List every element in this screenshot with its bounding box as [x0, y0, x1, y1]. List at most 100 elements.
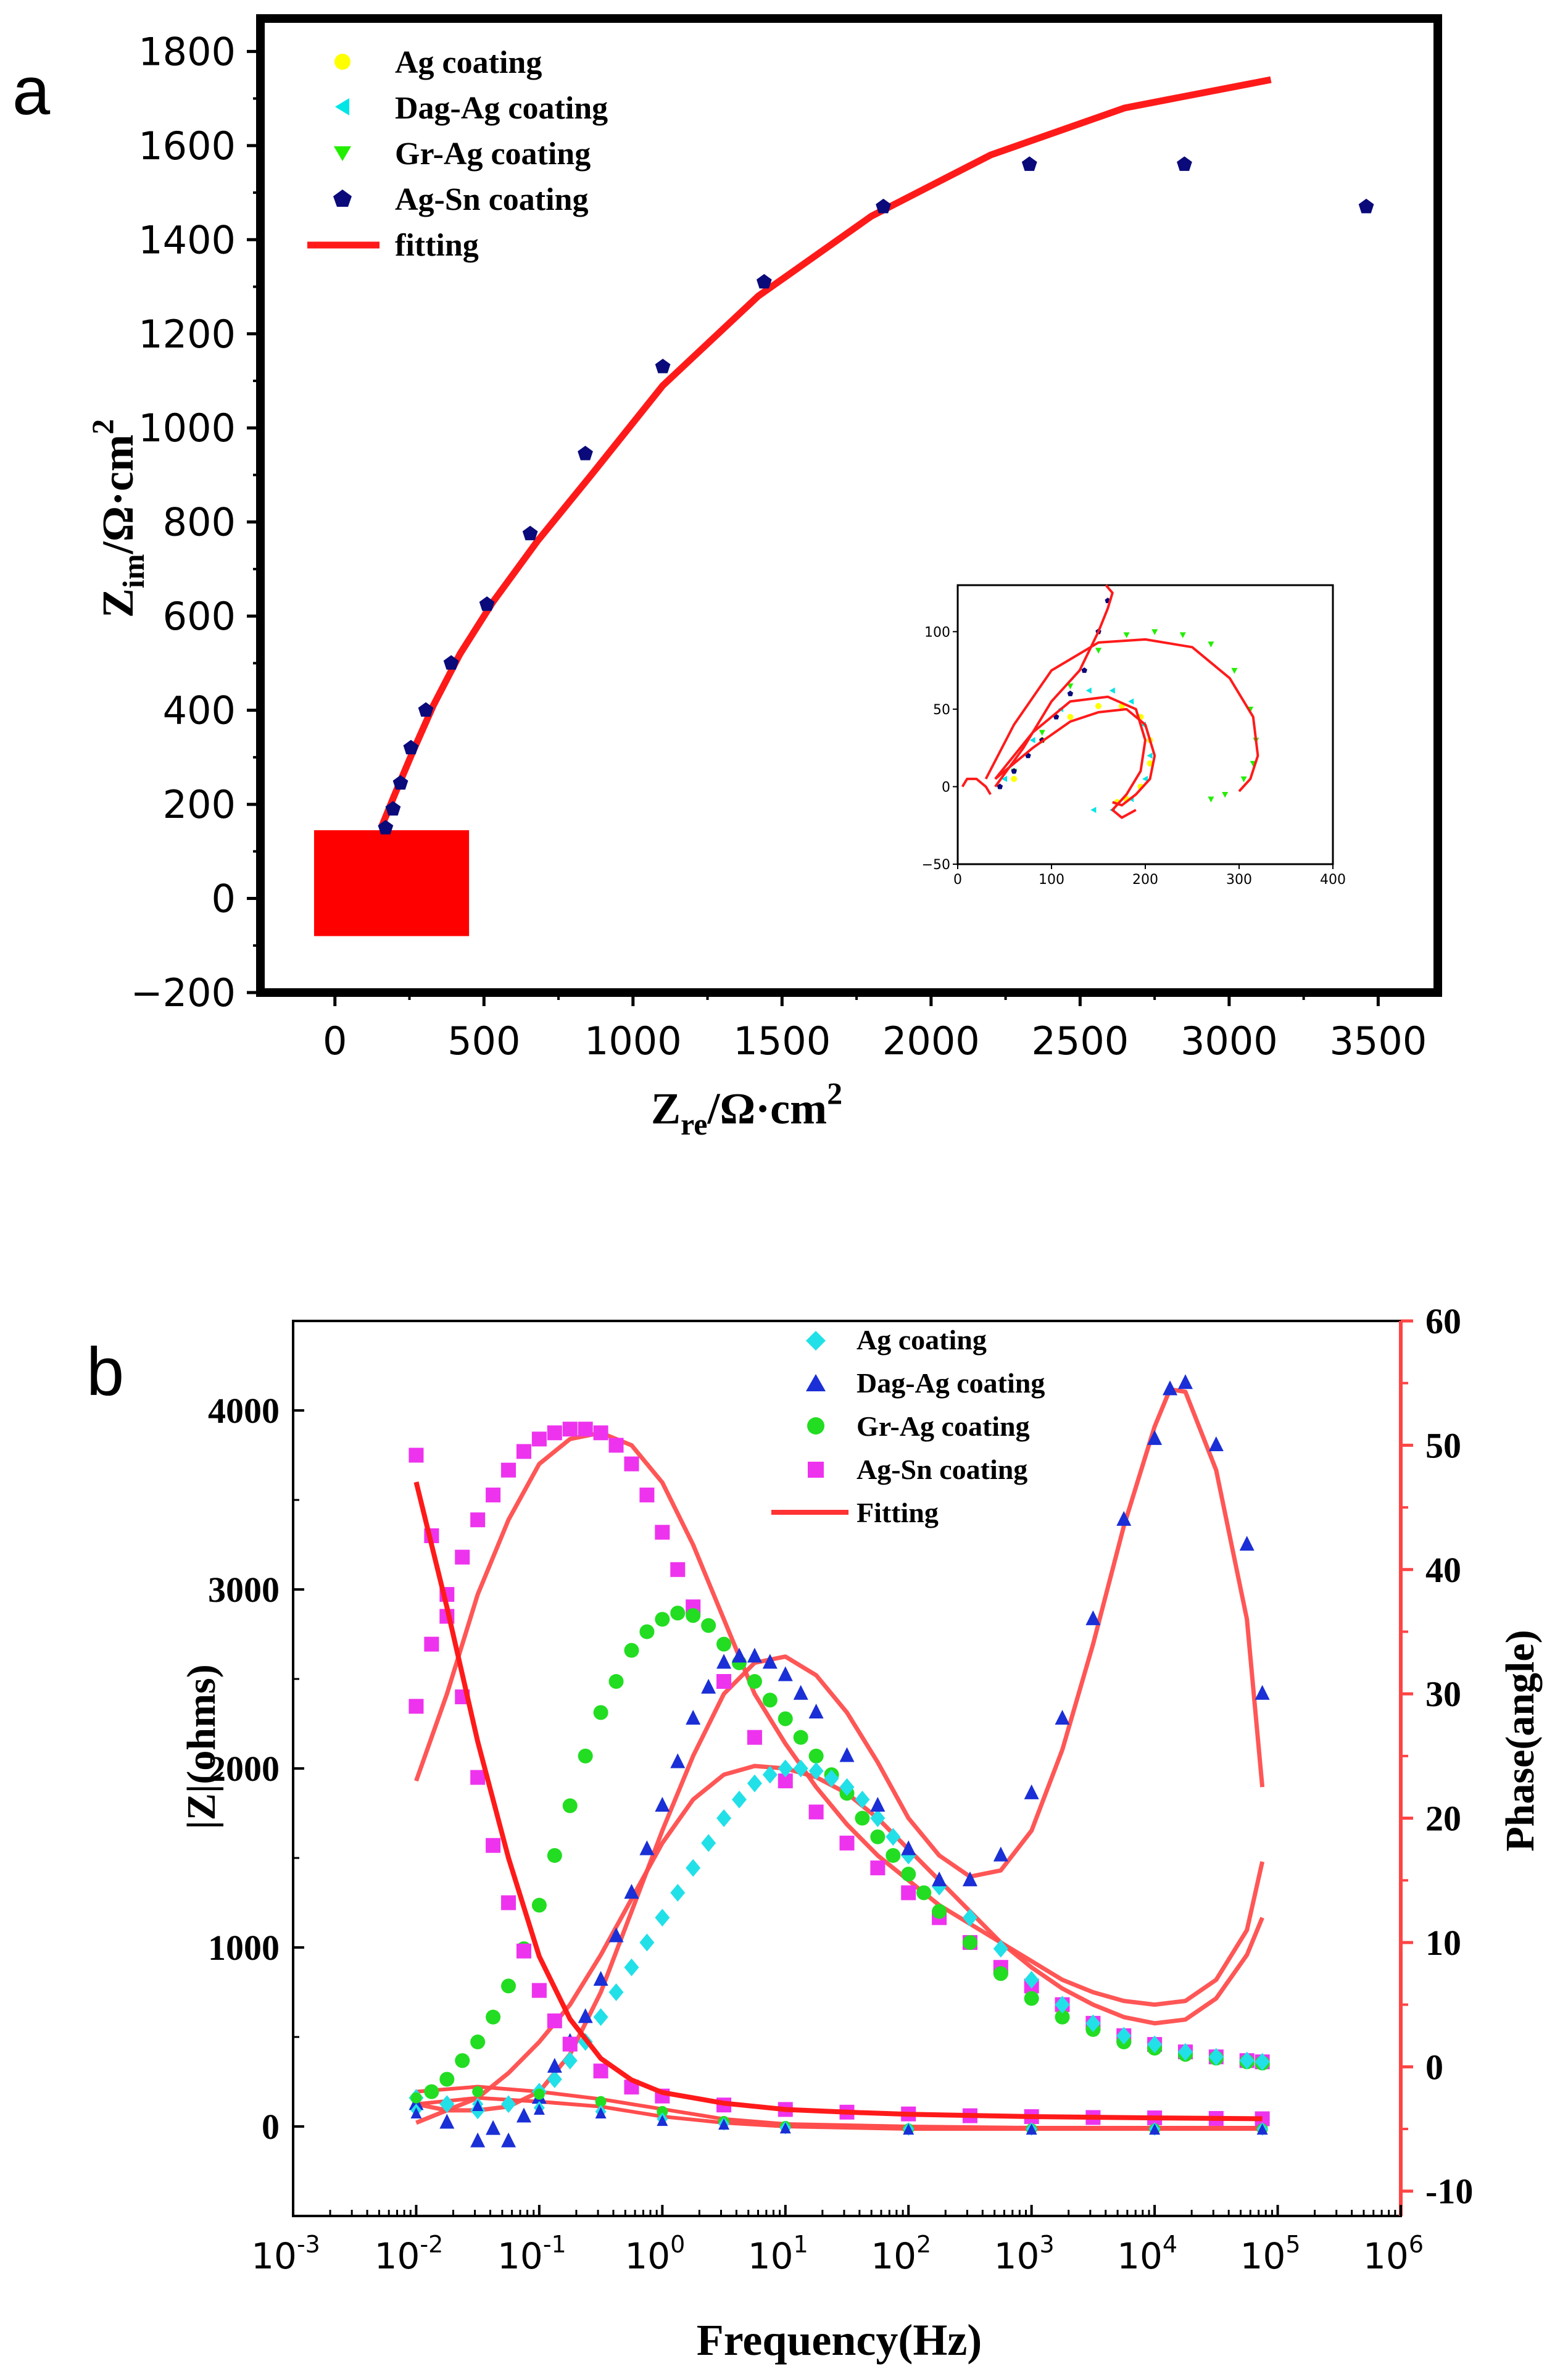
baseline-point	[533, 2104, 545, 2115]
inset-point	[1002, 775, 1007, 782]
inset-point	[1147, 752, 1153, 759]
gr-ag-coating-phase-point	[855, 1810, 870, 1826]
ag-sn-point	[1177, 156, 1192, 171]
dag-ag-coating-phase-point	[1116, 1510, 1132, 1526]
ag-sn-point	[655, 359, 671, 373]
ag-coating-phase-point	[1147, 2035, 1163, 2054]
inset-point	[1123, 632, 1130, 638]
dag-ag-coating-phase-point	[686, 1710, 701, 1725]
x-tick-label: 102	[871, 2231, 931, 2277]
baseline-point	[1256, 2123, 1268, 2135]
fitting-phase-curve	[415, 1764, 1264, 2125]
inset-point	[1240, 776, 1247, 783]
ag-coating-phase-point	[808, 1762, 824, 1780]
legend-marker-dag-ag	[335, 98, 349, 115]
legend-marker-ag-b	[806, 1331, 826, 1351]
ag-sn-coating-phase-point	[562, 1422, 578, 1437]
inset-point	[1151, 629, 1158, 635]
ag-sn-coating-phase-point	[808, 1804, 824, 1820]
gr-ag-coating-phase-point	[639, 1624, 655, 1639]
x-tick-label: 10-2	[375, 2231, 444, 2277]
inset-point	[1081, 667, 1087, 673]
baseline-point	[657, 2105, 668, 2117]
gr-ag-coating-phase-point	[486, 2009, 501, 2025]
gr-ag-coating-phase-point	[901, 1867, 916, 1882]
-z-markers-point	[531, 1983, 547, 1998]
baseline-point	[657, 2115, 668, 2126]
x-tick-label: 105	[1240, 2231, 1301, 2277]
legend-label-ag-b: Ag coating	[857, 1324, 987, 1356]
panel-b: b 10-3 10-2 10-1 100 101 102 103 104 105 106 0100…	[86, 1301, 1543, 2365]
inset-point	[1222, 792, 1229, 798]
inset-plot-area	[961, 584, 1259, 819]
ag-coating-phase-point	[839, 1778, 855, 1796]
ag-coating-phase-point	[655, 1909, 670, 1927]
baseline-point	[533, 2088, 545, 2100]
gr-ag-coating-phase-point	[993, 1966, 1008, 1981]
dag-ag-coating-phase-point	[608, 1927, 624, 1943]
dag-ag-coating-phase-point	[747, 1647, 762, 1663]
dag-ag-coating-phase-point	[1163, 1380, 1178, 1396]
ag-sn-coating-phase-point	[409, 1699, 424, 1714]
panel-b-left-y-axis-label: |Z|(ohms)	[179, 1664, 224, 1829]
ag-sn-coating-phase-point	[455, 1549, 470, 1565]
baseline-point	[1149, 2123, 1161, 2135]
legend-marker-ag-sn	[333, 190, 352, 207]
gr-ag-coating-phase-point	[747, 1674, 762, 1689]
inset-x-tick-label: 400	[1320, 872, 1346, 888]
legend-marker-dag-ag-b	[806, 1374, 826, 1391]
gr-ag-coating-phase-point	[962, 1935, 977, 1950]
dag-ag-coating-phase-point	[1085, 1610, 1101, 1625]
ag-coating-phase-point	[1177, 2043, 1193, 2061]
gr-ag-coating-phase-point	[593, 1705, 608, 1720]
x-tick-label: 2500	[1031, 1018, 1129, 1064]
baseline-point	[595, 2107, 607, 2119]
inset-point	[1109, 687, 1115, 694]
y-tick-label: 1000	[138, 406, 236, 451]
inset-y-tick-label: −50	[922, 857, 950, 873]
-z-markers-point	[593, 2064, 608, 2079]
y-tick-label: 1800	[138, 29, 236, 74]
panel-a-x-axis-label: Zre/Ω·cm2	[651, 1076, 842, 1141]
ag-sn-point	[1358, 198, 1374, 214]
ag-coating-phase-point	[1255, 2052, 1270, 2071]
ag-coating-phase-point	[501, 2095, 516, 2114]
-z-markers-point	[516, 1943, 531, 1959]
x-tick-label: 104	[1117, 2231, 1177, 2277]
right-y-tick-label: 10	[1425, 1923, 1461, 1963]
ag-sn-point	[418, 702, 434, 717]
ag-sn-coating-phase-point	[870, 1860, 886, 1876]
ag-coating-phase-point	[1239, 2051, 1255, 2070]
dag-ag-coating-phase-point	[901, 1840, 916, 1855]
right-y-tick-label: 30	[1425, 1674, 1461, 1714]
panel-a-label: a	[12, 53, 51, 129]
inset-point	[1095, 648, 1101, 654]
inset-point	[1029, 737, 1035, 744]
left-y-tick-label: 1000	[208, 1928, 280, 1968]
gr-ag-coating-phase-point	[501, 1978, 516, 1994]
inset-point	[1128, 698, 1134, 705]
gr-ag-coating-phase-point	[547, 1847, 562, 1863]
ag-sn-point	[403, 739, 419, 755]
panel-b-right-y-ticks: -10 0 10 20 30 40 50 60	[1401, 1301, 1473, 2212]
ag-coating-phase-point	[747, 1774, 762, 1793]
inset-point	[1085, 687, 1092, 694]
gr-ag-coating-phase-point	[716, 1636, 732, 1652]
ag-coating-phase-point	[701, 1834, 716, 1852]
inset-x-ticks: 0 100 200 300 400	[953, 864, 1346, 888]
x-tick-label: 10-1	[497, 2231, 566, 2277]
ag-coating-phase-point	[778, 1759, 793, 1778]
legend-marker-ag-sn-b	[808, 1462, 824, 1478]
ag-sn-point	[522, 525, 538, 541]
baseline-point	[1026, 2123, 1037, 2135]
panel-a-y-axis-label: Zim/Ω·cm2	[85, 419, 151, 618]
inset-fitting-line	[994, 695, 1147, 819]
ag-coating-phase-point	[639, 1933, 655, 1952]
ag-sn-coating-phase-point	[578, 1422, 593, 1437]
legend-label-ag-sn-b: Ag-Sn coating	[857, 1454, 1027, 1485]
dag-ag-coating-phase-point	[839, 1747, 855, 1762]
ag-sn-point	[756, 273, 772, 289]
gr-ag-coating-phase-point	[1055, 2009, 1070, 2025]
